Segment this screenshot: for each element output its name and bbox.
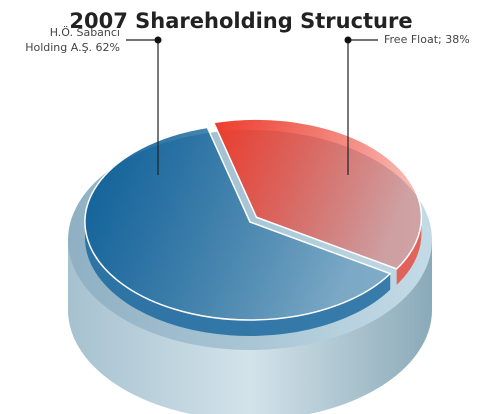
data-label: H.Ö. Sabancı bbox=[50, 26, 120, 39]
slice bbox=[212, 118, 423, 270]
slice-side bbox=[396, 217, 422, 285]
slice bbox=[84, 126, 392, 321]
leader-dot bbox=[154, 36, 162, 44]
slice-side bbox=[85, 222, 391, 336]
leader-dot bbox=[344, 36, 352, 44]
data-label: Free Float; 38% bbox=[384, 33, 470, 46]
data-label: Holding A.Ş. 62% bbox=[25, 41, 120, 54]
chart-title: 2007 Shareholding Structure bbox=[69, 9, 412, 33]
